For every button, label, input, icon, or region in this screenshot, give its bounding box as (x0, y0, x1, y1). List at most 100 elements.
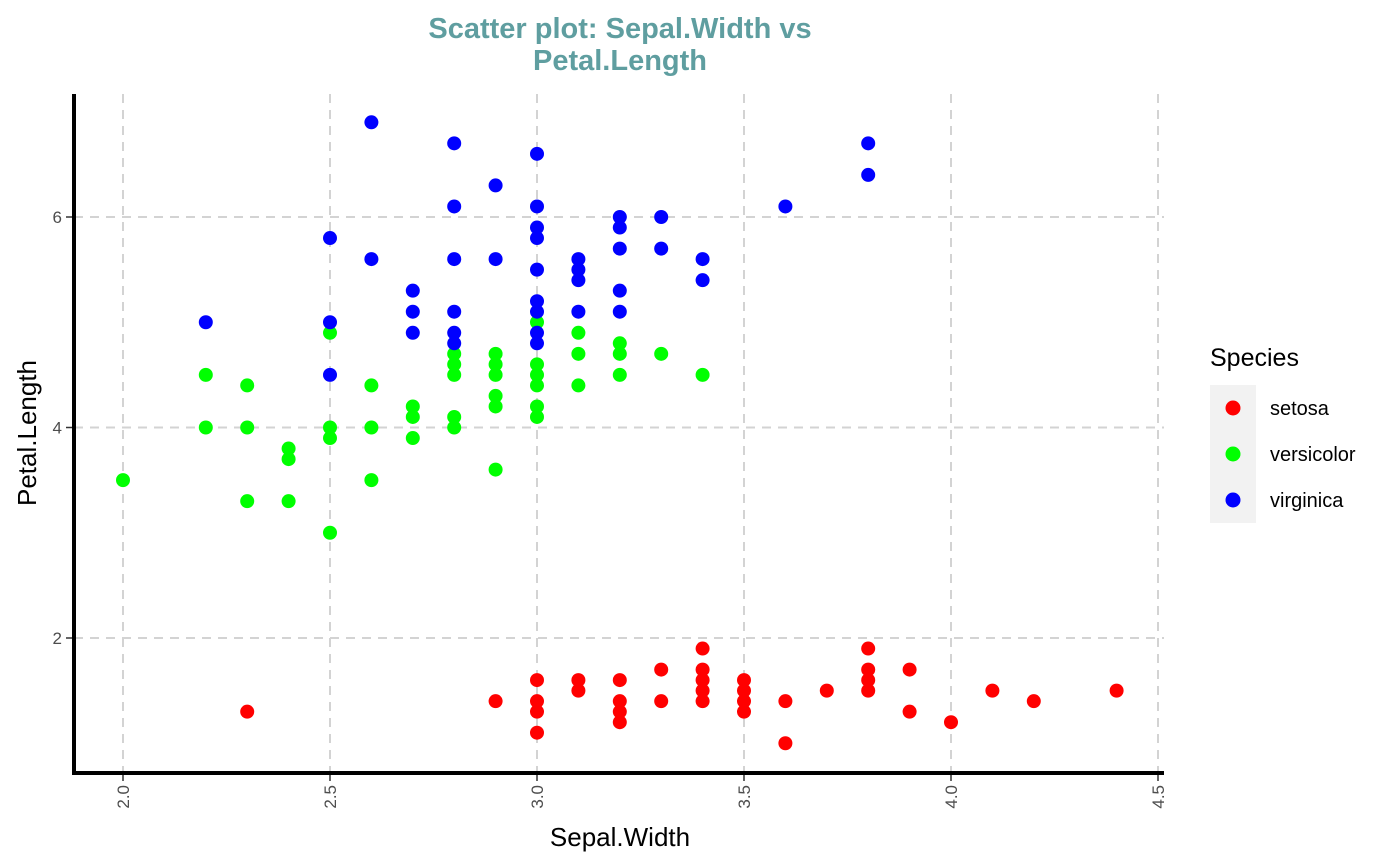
data-point-virginica (488, 178, 503, 193)
data-point-virginica (530, 304, 544, 319)
x-tick-label: 2.0 (114, 785, 133, 809)
data-point-virginica (405, 283, 420, 298)
data-point-virginica (695, 252, 710, 267)
data-point-versicolor (530, 409, 544, 424)
data-point-virginica (654, 241, 669, 256)
data-point-versicolor (530, 357, 544, 372)
data-point-setosa (944, 715, 958, 730)
data-point-virginica (861, 167, 876, 182)
data-point-setosa (861, 641, 876, 656)
data-point-versicolor (612, 336, 627, 351)
data-point-versicolor (198, 367, 213, 382)
data-point-versicolor (323, 420, 337, 435)
legend-title: Species (1210, 344, 1299, 372)
data-point-versicolor (612, 346, 627, 361)
tick-labels: 2.0 2.5 3.0 3.5 4.0 4.5 2 4 6 (53, 208, 1168, 809)
data-point-virginica (530, 220, 544, 235)
data-point-versicolor (281, 452, 296, 467)
data-point-setosa (654, 694, 669, 709)
data-point-virginica (323, 315, 337, 330)
data-point-virginica (612, 241, 627, 256)
data-point-virginica (612, 304, 627, 319)
data-point-virginica (198, 315, 213, 330)
data-point-setosa (240, 704, 255, 719)
data-point-virginica (405, 304, 420, 319)
data-point-versicolor (405, 409, 420, 424)
data-point-versicolor (530, 367, 544, 382)
data-point-virginica (488, 252, 503, 267)
data-point-versicolor (447, 357, 462, 372)
data-point-virginica (571, 273, 586, 288)
data-point-setosa (861, 662, 876, 677)
x-axis-label: Sepal.Width (550, 822, 690, 852)
data-point-versicolor (571, 378, 586, 393)
data-point-virginica (530, 262, 544, 277)
x-tick-label: 3.0 (528, 785, 547, 809)
y-tick-label: 6 (53, 208, 62, 227)
data-point-virginica (778, 199, 793, 214)
data-point-setosa (737, 683, 751, 698)
data-point-versicolor (654, 346, 669, 361)
data-points (116, 115, 1124, 751)
data-point-setosa (488, 694, 503, 709)
data-point-virginica (323, 367, 337, 382)
data-point-setosa (737, 694, 751, 709)
data-point-virginica (364, 252, 379, 267)
data-point-versicolor (323, 525, 337, 540)
data-point-versicolor (530, 315, 544, 330)
data-point-versicolor (488, 399, 503, 414)
data-point-versicolor (571, 346, 586, 361)
data-point-virginica (530, 231, 544, 246)
data-point-setosa (778, 694, 793, 709)
x-tick-label: 4.5 (1149, 785, 1168, 809)
data-point-virginica (447, 304, 462, 319)
data-point-virginica (530, 146, 544, 161)
data-point-setosa (571, 683, 586, 698)
data-point-virginica (612, 210, 627, 224)
y-tick-label: 2 (53, 629, 62, 648)
data-point-setosa (530, 725, 544, 740)
data-point-versicolor (571, 325, 586, 340)
data-point-versicolor (695, 367, 710, 382)
data-point-versicolor (240, 420, 255, 435)
data-point-versicolor (198, 420, 213, 435)
data-point-setosa (612, 704, 627, 719)
data-point-versicolor (240, 378, 255, 393)
data-point-virginica (323, 231, 337, 246)
data-point-setosa (778, 736, 793, 751)
data-point-versicolor (488, 357, 503, 372)
data-point-virginica (530, 336, 544, 351)
data-point-versicolor (281, 494, 296, 509)
data-point-virginica (612, 220, 627, 235)
data-point-versicolor (364, 473, 379, 488)
data-point-setosa (695, 662, 710, 677)
data-point-setosa (530, 673, 544, 688)
data-point-setosa (530, 704, 544, 719)
data-point-setosa (612, 715, 627, 730)
data-point-versicolor (405, 431, 420, 446)
data-point-versicolor (612, 367, 627, 382)
data-point-virginica (405, 325, 420, 340)
legend-key-setosa (1225, 400, 1241, 416)
data-point-setosa (654, 662, 669, 677)
data-point-versicolor (488, 367, 503, 382)
data-point-virginica (861, 136, 876, 151)
data-point-virginica (571, 304, 586, 319)
data-point-virginica (447, 336, 462, 351)
data-point-setosa (530, 694, 544, 709)
data-point-setosa (985, 683, 1000, 698)
data-point-versicolor (323, 325, 337, 340)
data-point-virginica (447, 136, 462, 151)
data-point-virginica (530, 325, 544, 340)
data-point-versicolor (530, 378, 544, 393)
data-point-versicolor (530, 399, 544, 414)
data-point-virginica (447, 199, 462, 214)
data-point-setosa (861, 673, 876, 688)
data-point-setosa (861, 683, 876, 698)
data-point-setosa (902, 662, 917, 677)
data-point-versicolor (364, 378, 379, 393)
data-point-setosa (612, 673, 627, 688)
data-point-setosa (695, 641, 710, 656)
y-axis-label: Petal.Length (12, 360, 42, 506)
